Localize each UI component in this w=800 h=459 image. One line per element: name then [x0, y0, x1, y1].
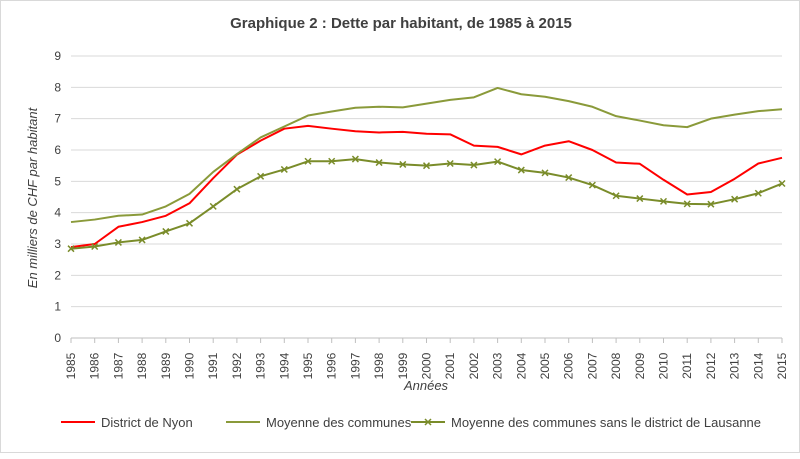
data-point	[138, 236, 146, 244]
y-tick-label: 8	[54, 80, 61, 94]
x-tick-label: 1998	[372, 352, 386, 379]
data-point	[114, 238, 122, 246]
x-tick-label: 1990	[183, 352, 197, 379]
x-tick-label: 1995	[301, 352, 315, 379]
legend-label: Moyenne des communes	[266, 415, 412, 430]
x-tick-label: 2001	[443, 352, 457, 379]
legend-label: Moyenne des communes sans le district de…	[451, 415, 761, 430]
x-tick-label: 2015	[775, 352, 789, 379]
series-2	[70, 86, 783, 224]
chart-title: Graphique 2 : Dette par habitant, de 198…	[230, 15, 572, 32]
data-point	[91, 242, 99, 251]
data-point	[375, 159, 383, 167]
data-point	[399, 160, 407, 168]
y-tick-label: 5	[54, 174, 61, 188]
data-point	[257, 172, 265, 180]
x-tick-label: 2012	[704, 352, 718, 379]
legend-marker	[424, 418, 432, 426]
data-point	[659, 197, 668, 205]
x-tick-labels: 1985 1986 1987 1988 1989 1990 1991 1992 1993 1994…	[64, 352, 789, 379]
y-axis-title: En milliers de CHF par habitant	[25, 106, 40, 288]
series-line	[70, 86, 783, 224]
data-point	[778, 179, 786, 188]
x-tick-label: 1988	[135, 352, 149, 379]
data-point	[209, 202, 217, 210]
x-tick-label: 1993	[254, 352, 268, 379]
x-tick-label: 2009	[633, 352, 647, 379]
data-point	[351, 155, 359, 163]
data-point	[67, 245, 75, 253]
data-point	[304, 157, 312, 165]
data-point	[731, 195, 739, 203]
data-point	[162, 227, 170, 235]
x-axis-title: Années	[403, 378, 449, 393]
x-tick-label: 1992	[230, 352, 244, 379]
x-tick-label: 2007	[585, 352, 599, 379]
x-tick-label: 2000	[420, 352, 434, 379]
data-point	[185, 219, 194, 227]
y-tick-label: 7	[54, 112, 61, 126]
data-point	[446, 159, 454, 168]
x-tick-label: 1989	[159, 352, 173, 379]
data-point	[707, 200, 715, 208]
data-point	[517, 166, 525, 174]
y-tick-label: 2	[54, 268, 61, 282]
x-tick-label: 1986	[88, 352, 102, 379]
data-point	[541, 169, 549, 177]
x-tick-label: 2005	[538, 352, 552, 379]
x-tick-label: 1997	[348, 352, 362, 379]
data-point	[233, 185, 241, 193]
x-tick-label: 2008	[609, 352, 623, 379]
legend-item: District de Nyon	[61, 415, 193, 430]
x-tick-label: 1991	[206, 352, 220, 379]
data-point	[636, 195, 644, 203]
data-point	[565, 174, 573, 182]
x-tick-label: 2006	[562, 352, 576, 379]
x-tick-label: 1996	[325, 352, 339, 379]
x-tick-label: 1987	[111, 352, 125, 379]
series-3	[67, 155, 786, 253]
legend-item: Moyenne des communes sans le district de…	[411, 415, 761, 430]
data-point	[612, 192, 620, 200]
y-tick-label: 1	[54, 300, 61, 314]
data-point	[588, 181, 596, 189]
gridlines	[70, 55, 783, 343]
legend: District de Nyon Moyenne des communes Moye…	[61, 415, 761, 430]
series-1	[70, 124, 783, 249]
legend-item: Moyenne des communes	[226, 415, 412, 430]
x-tick-label: 1994	[277, 352, 291, 379]
series-line	[70, 158, 783, 250]
x-tick-label: 2011	[680, 353, 694, 379]
series-line	[70, 124, 783, 249]
x-tick-label: 2004	[514, 352, 528, 379]
data-point	[754, 189, 762, 197]
y-tick-label: 6	[54, 143, 61, 157]
x-tick-label: 2014	[751, 352, 765, 379]
x-tick-label: 1985	[64, 352, 78, 379]
x-tick-label: 1999	[396, 352, 410, 379]
x-tick-label: 2002	[467, 352, 481, 379]
x-tick-label: 2010	[657, 352, 671, 379]
data-point	[328, 157, 336, 165]
y-tick-label: 4	[54, 206, 61, 220]
y-tick-label: 0	[54, 331, 61, 345]
y-tick-label: 3	[54, 237, 61, 251]
data-point	[470, 161, 478, 169]
x-tick-label: 2003	[491, 352, 505, 379]
legend-label: District de Nyon	[101, 415, 193, 430]
y-tick-labels: 0 1 2 3 4 5 6 7 8 9	[54, 49, 61, 345]
x-tick-label: 2013	[728, 352, 742, 379]
data-point	[494, 158, 502, 166]
data-point	[422, 162, 431, 170]
data-point	[683, 200, 691, 208]
y-tick-label: 9	[54, 49, 61, 63]
series-lines	[67, 86, 786, 253]
data-point	[280, 165, 288, 173]
